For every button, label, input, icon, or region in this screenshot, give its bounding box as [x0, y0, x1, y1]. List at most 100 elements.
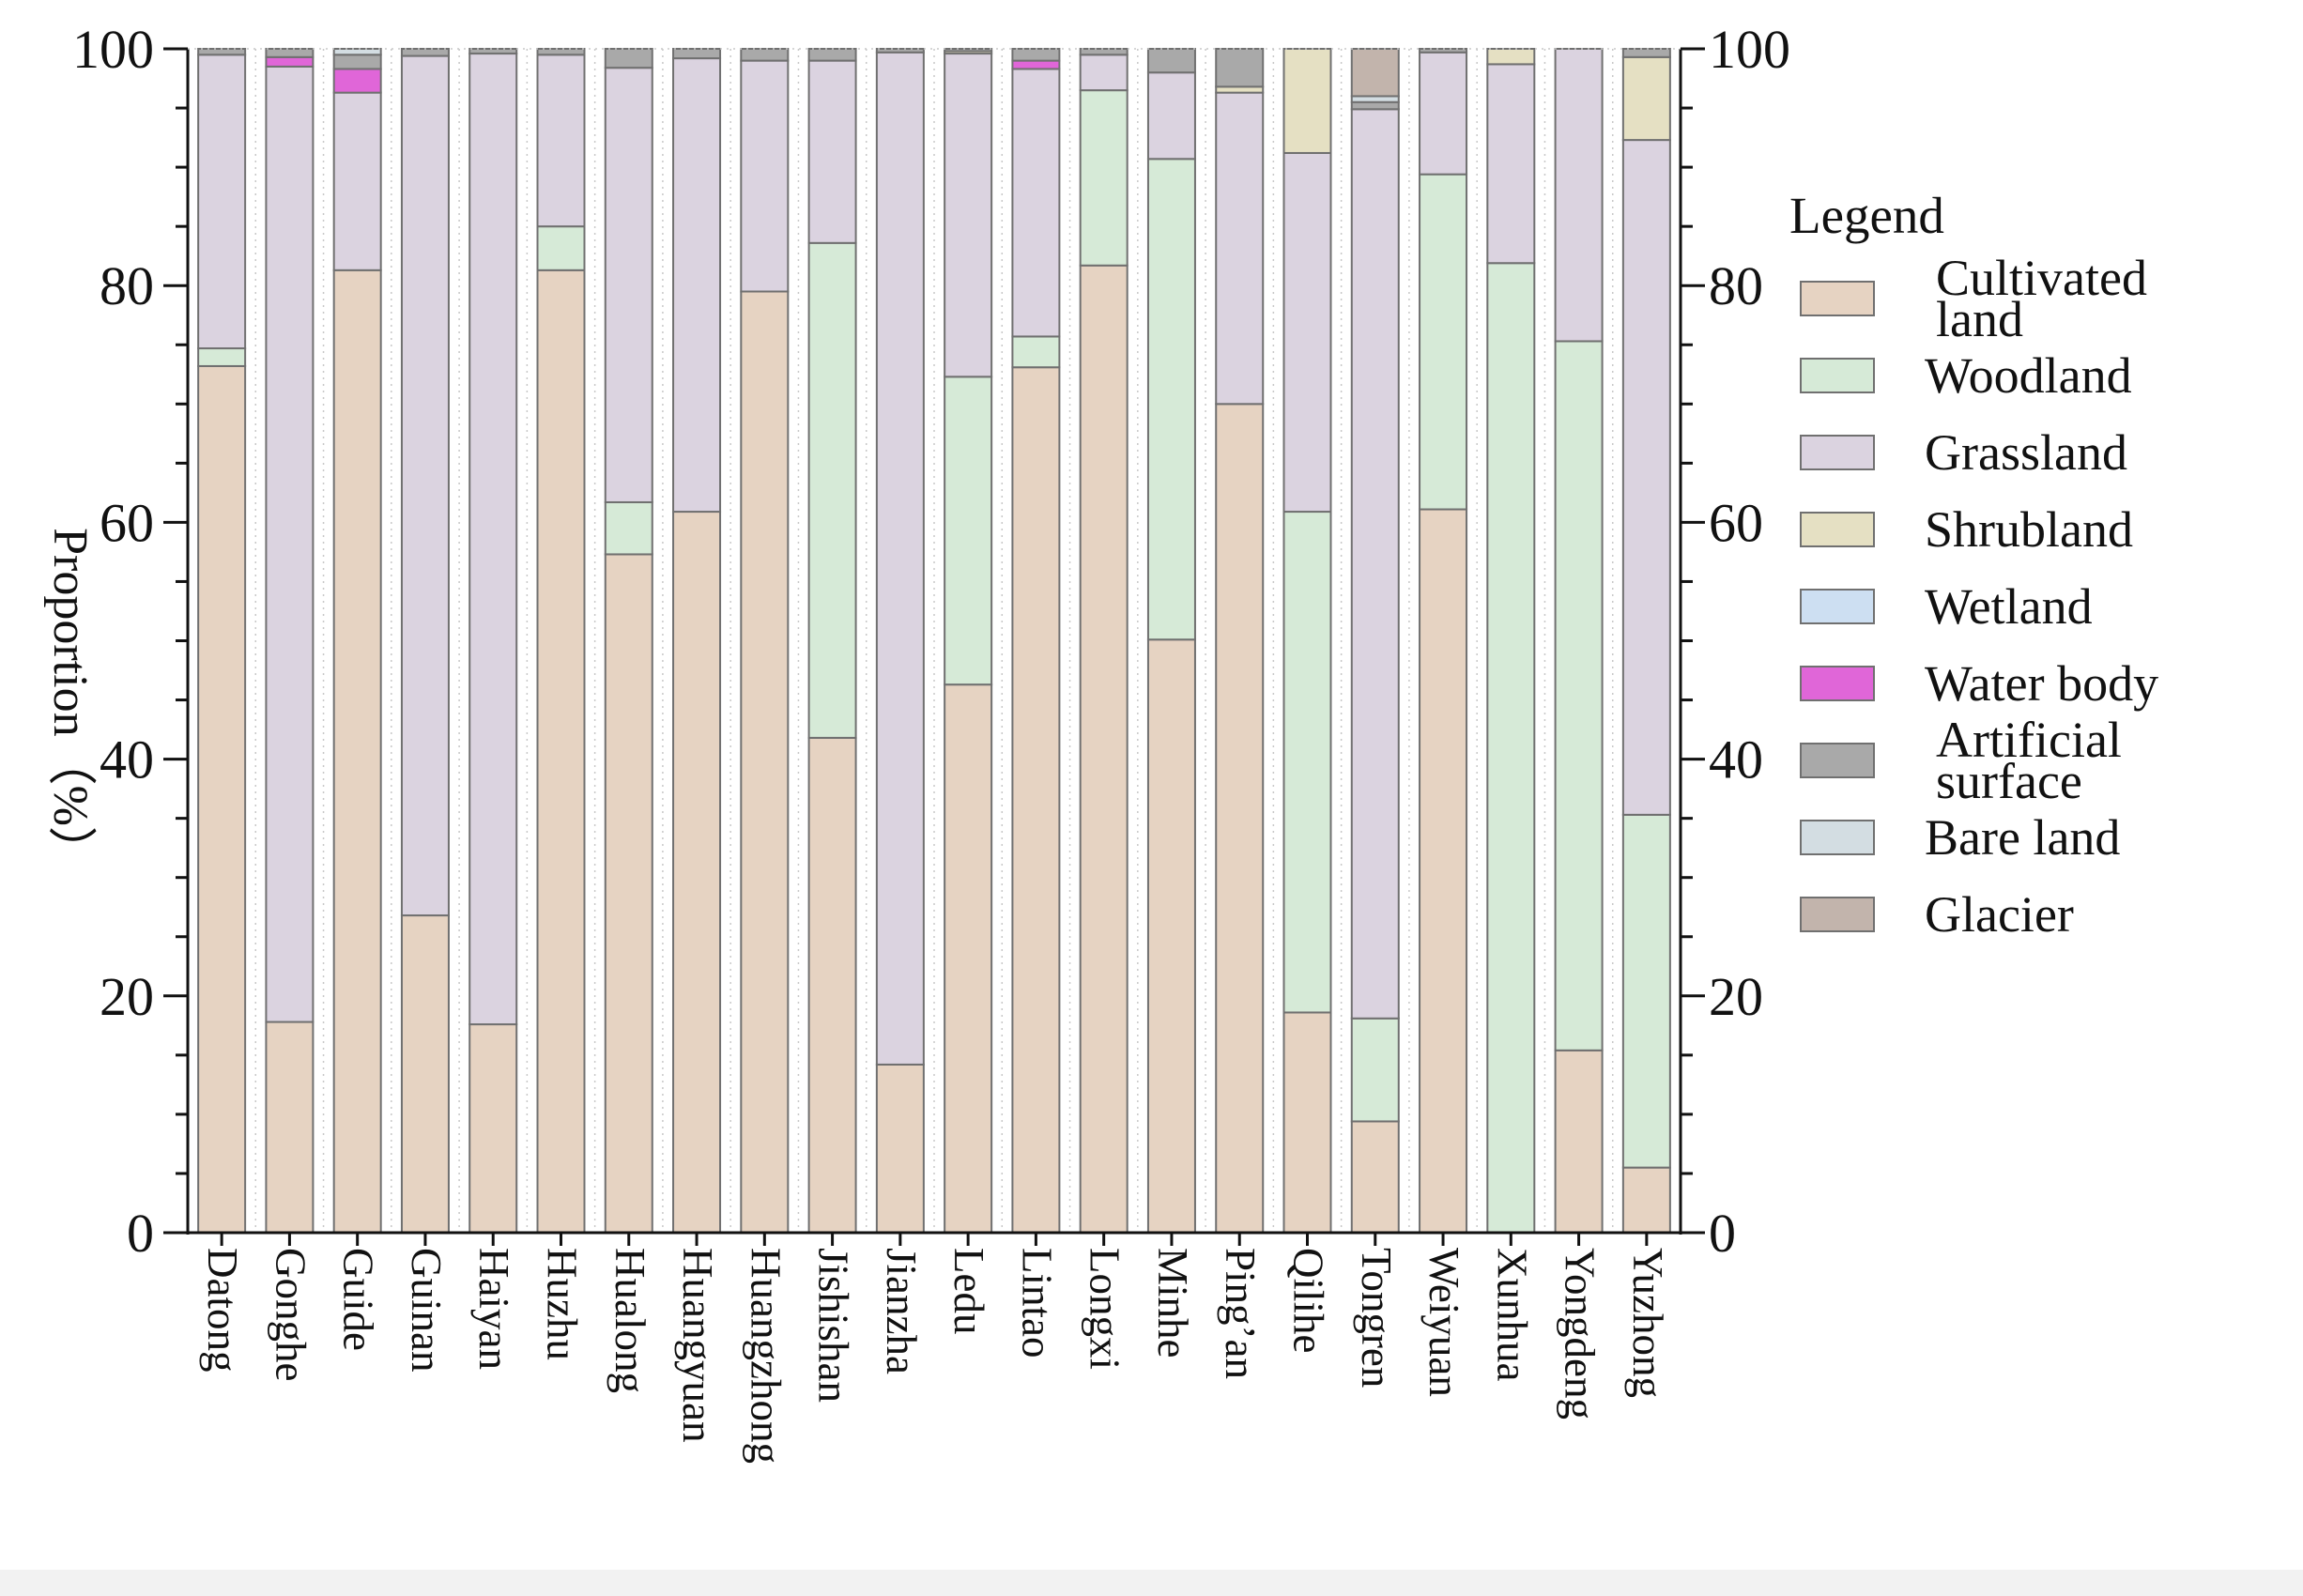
y-tick-label-left: 40 — [100, 729, 154, 790]
bar-group-lintao — [1011, 48, 1061, 1235]
legend-label-bare-land: Bare land — [1925, 809, 2120, 866]
bar-segment-gonghe-artificial-surface — [265, 48, 315, 58]
bar-group-huangzhong — [740, 48, 790, 1234]
bar-group-yongdeng — [1554, 48, 1604, 1235]
bar-segment-hualong-cultivated-land — [604, 553, 653, 1234]
x-tick-label-tongren: Tongren — [1353, 1248, 1400, 1388]
x-tick-label-ping-an: Ping’an — [1217, 1248, 1264, 1379]
legend-swatch-woodland — [1800, 358, 1875, 393]
bar-segment-weiyuan-cultivated-land — [1419, 508, 1468, 1234]
x-tick-label-jianzha: Jianzha — [878, 1248, 925, 1374]
bar-segment-guide-grassland — [332, 91, 382, 271]
bar-segment-yongdeng-woodland — [1554, 340, 1604, 1051]
x-tick-label-longxi: Longxi — [1082, 1248, 1128, 1370]
bar-group-jianzha — [875, 48, 925, 1234]
legend-item-artificial-surface: Artificial surface — [1800, 712, 2122, 809]
legend-item-shrubland: Shrubland — [1800, 501, 2133, 558]
bar-segment-yongdeng-grassland — [1554, 48, 1604, 343]
y-tick-label-left: 20 — [100, 966, 154, 1027]
bar-segment-qilihe-shrubland — [1282, 48, 1332, 154]
legend-item-wetland: Wetland — [1800, 578, 2093, 635]
bar-segment-yongdeng-cultivated-land — [1554, 1049, 1604, 1235]
y-tick-label-right: 100 — [1709, 19, 1790, 80]
bar-segment-longxi-artificial-surface — [1079, 48, 1128, 56]
legend-label-grassland: Grassland — [1925, 424, 2127, 481]
legend-swatch-shrubland — [1800, 512, 1875, 547]
bar-group-huzhu — [536, 48, 586, 1234]
bar-segment-qilihe-cultivated-land — [1282, 1011, 1332, 1234]
bar-segment-jishishan-woodland — [807, 241, 857, 739]
legend-swatch-water-body — [1800, 666, 1875, 701]
y-tick-label-left: 0 — [127, 1203, 154, 1264]
x-tick-label-yongdeng: Yongdeng — [1557, 1248, 1604, 1420]
bar-segment-jianzha-cultivated-land — [875, 1063, 925, 1234]
bar-group-ledu — [944, 48, 993, 1234]
bar-segment-tongren-glacier — [1350, 48, 1400, 98]
bars-layer — [197, 48, 1671, 1235]
bar-segment-xunhua-woodland — [1486, 262, 1536, 1235]
bar-segment-ping-an-grassland — [1215, 91, 1265, 406]
bar-segment-longxi-grassland — [1079, 54, 1128, 92]
bar-segment-guide-water-body — [332, 68, 382, 94]
bar-segment-haiyan-cultivated-land — [468, 1023, 518, 1234]
legend-label-shrubland: Shrubland — [1925, 501, 2133, 558]
bar-segment-jianzha-grassland — [875, 51, 925, 1066]
x-tick-label-jishishan: Jishishan — [810, 1248, 857, 1403]
bar-group-minhe — [1146, 48, 1196, 1234]
bar-segment-ping-an-cultivated-land — [1215, 403, 1265, 1234]
bar-segment-qilihe-grassland — [1282, 151, 1332, 514]
bar-segment-huzhu-grassland — [536, 54, 586, 228]
bar-segment-jishishan-grassland — [807, 59, 857, 244]
bar-segment-jishishan-cultivated-land — [807, 736, 857, 1234]
bar-segment-hualong-artificial-surface — [604, 48, 653, 69]
legend-swatch-cultivated-land — [1800, 281, 1875, 316]
y-tick-label-left: 100 — [72, 19, 154, 80]
legend-item-cultivated-land: Cultivated land — [1800, 250, 2147, 347]
legend-item-bare-land: Bare land — [1800, 809, 2120, 866]
legend-label-artificial-surface: Artificial surface — [1936, 712, 2122, 809]
bar-segment-hualong-woodland — [604, 500, 653, 556]
y-tick-label-left: 80 — [100, 255, 154, 316]
footer-strip — [0, 1570, 2303, 1596]
bar-segment-guinan-grassland — [400, 54, 450, 917]
bar-segment-huangzhong-cultivated-land — [740, 290, 790, 1234]
bar-segment-yuzhong-cultivated-land — [1621, 1166, 1671, 1235]
x-tick-label-xunhua: Xunhua — [1488, 1248, 1535, 1381]
bar-group-tongren — [1350, 48, 1400, 1234]
x-tick-label-yuzhong: Yuzhong — [1624, 1248, 1671, 1398]
bar-segment-ledu-woodland — [944, 376, 993, 686]
x-tick-label-huangzhong: Huangzhong — [742, 1248, 789, 1464]
legend-item-glacier: Glacier — [1800, 886, 2074, 943]
bar-segment-huzhu-woodland — [536, 225, 586, 271]
bar-segment-minhe-grassland — [1146, 71, 1196, 161]
bar-group-guinan — [400, 48, 450, 1234]
bar-segment-lintao-water-body — [1011, 59, 1061, 70]
bar-group-gonghe — [265, 48, 315, 1234]
legend-swatch-artificial-surface — [1800, 743, 1875, 778]
bar-segment-huangyuan-artificial-surface — [672, 48, 722, 60]
bar-segment-haiyan-artificial-surface — [468, 48, 518, 55]
bar-group-xunhua — [1486, 48, 1536, 1235]
bar-segment-ledu-cultivated-land — [944, 683, 993, 1234]
bar-segment-xunhua-grassland — [1486, 63, 1536, 265]
y-axis-label: Proportion（%） — [43, 528, 97, 875]
x-tick-labels: Datong Gonghe Guide Guinan Haiyan Huzhu Hualon… — [199, 1248, 1671, 1464]
x-tick-label-guide: Guide — [335, 1248, 382, 1351]
bar-segment-minhe-artificial-surface — [1146, 48, 1196, 74]
y-tick-label-right: 60 — [1709, 492, 1763, 553]
legend-label-woodland: Woodland — [1925, 347, 2132, 404]
legend-label-water-body: Water body — [1925, 655, 2158, 712]
bar-segment-huangzhong-artificial-surface — [740, 48, 790, 62]
x-tick-label-weiyuan: Weiyuan — [1420, 1248, 1467, 1397]
x-tick-label-gonghe: Gonghe — [267, 1248, 314, 1381]
bar-segment-huzhu-cultivated-land — [536, 269, 586, 1234]
bar-segment-longxi-cultivated-land — [1079, 264, 1128, 1235]
bar-group-ping-an — [1215, 48, 1265, 1234]
bar-group-datong — [197, 48, 247, 1234]
bar-segment-minhe-cultivated-land — [1146, 638, 1196, 1234]
bar-segment-tongren-artificial-surface — [1350, 100, 1400, 111]
axes-layer: 0 0 20 20 40 40 60 60 80 80 100 100 — [72, 19, 1790, 1264]
x-tick-label-haiyan: Haiyan — [470, 1248, 517, 1370]
bar-segment-weiyuan-grassland — [1419, 51, 1468, 176]
